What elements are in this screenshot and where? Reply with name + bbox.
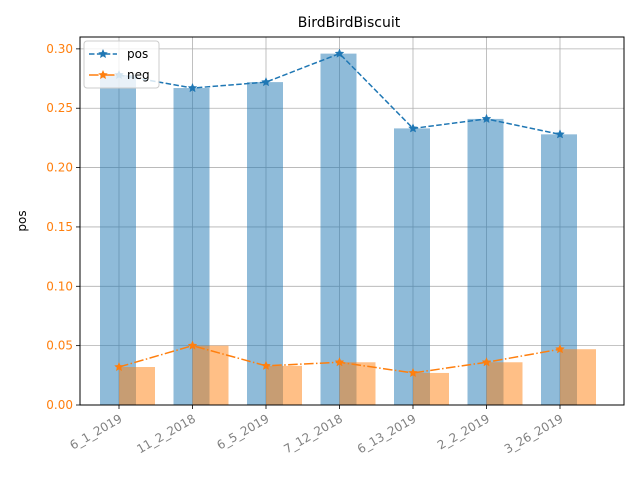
legend-label-pos: pos (127, 47, 148, 61)
point-neg (481, 357, 492, 367)
bar-neg (486, 362, 523, 405)
bar-neg (192, 345, 229, 405)
point-pos (334, 48, 345, 58)
bar-neg (339, 362, 376, 405)
x-axis: 6_1_2019 11_2_2018 6_5_2019 7_12_2018 6_13_2… (67, 405, 566, 456)
y-tick-label: 0.20 (46, 161, 73, 175)
legend-marker-pos (98, 48, 108, 59)
x-tick-label: 6_13_2019 (355, 411, 419, 456)
y-axis-label: pos (15, 210, 29, 231)
point-pos (261, 76, 271, 87)
x-tick-label: 2_2_2019 (435, 411, 492, 452)
bar-neg (266, 365, 302, 405)
legend-marker-neg (98, 69, 108, 80)
x-tick-label: 6_5_2019 (214, 411, 271, 452)
point-neg (114, 361, 124, 372)
y-tick-label: 0.30 (46, 42, 73, 56)
legend-label-neg: neg (127, 68, 150, 82)
y-tick-label: 0.15 (46, 220, 73, 234)
point-neg (334, 357, 345, 367)
bar-pos (320, 53, 357, 405)
bar-neg (560, 349, 596, 405)
x-tick-label: 6_1_2019 (67, 411, 124, 452)
point-neg (408, 367, 418, 378)
bar-pos (100, 74, 136, 406)
plot-frame (79, 36, 625, 406)
point-pos (187, 82, 198, 93)
x-tick-label: 11_2_2018 (134, 411, 198, 456)
bar-neg (413, 372, 449, 405)
y-tick-label: 0.00 (46, 398, 73, 412)
point-neg (261, 360, 271, 370)
bar-neg (119, 367, 155, 405)
y-tick-label: 0.05 (46, 339, 73, 353)
bars (100, 53, 596, 406)
point-pos (481, 113, 492, 124)
x-tick-label: 3_26_2019 (502, 411, 566, 456)
point-pos (408, 123, 418, 133)
chart-title: BirdBirdBiscuit (298, 15, 401, 31)
bar-pos (467, 118, 504, 406)
point-neg (555, 344, 565, 354)
x-tick-label: 7_12_2018 (281, 411, 345, 456)
bar-pos (247, 82, 283, 405)
point-pos (555, 129, 565, 139)
bar-pos (394, 128, 430, 406)
legend: pos neg (83, 40, 160, 89)
series-lines (114, 48, 565, 378)
y-tick-label: 0.10 (46, 279, 73, 293)
y-tick-label: 0.25 (46, 101, 73, 115)
point-neg (187, 340, 198, 350)
y-axis: 0.00 0.05 0.10 0.15 0.20 0.25 0.30 (46, 42, 80, 412)
